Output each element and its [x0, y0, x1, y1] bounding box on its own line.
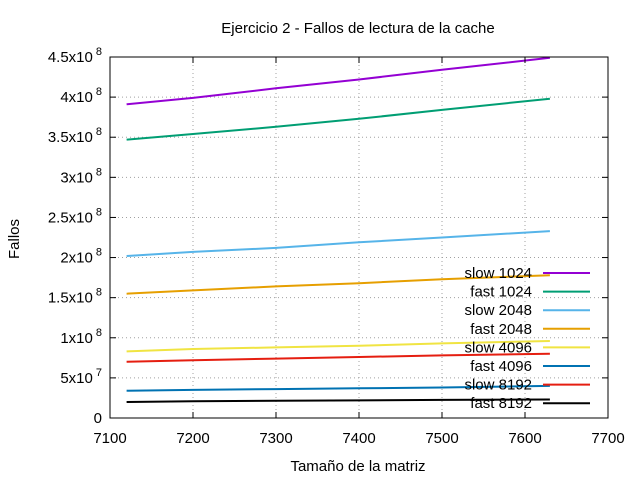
y-tick-label: 1x10 8 [60, 327, 102, 347]
x-tick-label: 7100 [93, 430, 126, 447]
y-axis-ticks: 0 5x10 7 1x10 8 1.5x10 8 2x10 8 2.5x10 8 3x10 8 3.5x1… [48, 46, 608, 427]
y-axis-label: Fallos [6, 219, 23, 259]
series-line-slow-1024 [126, 56, 551, 106]
series-line-slow-4096 [126, 340, 550, 353]
x-tick-label: 7600 [508, 430, 541, 447]
series-line-fast-2048 [126, 274, 550, 295]
legend-label: slow 2048 [464, 302, 532, 319]
grid-lines [110, 57, 608, 418]
x-tick-label: 7400 [342, 430, 375, 447]
series-line-slow-8192 [126, 352, 550, 363]
y-tick-label: 4.5x10 8 [48, 46, 102, 66]
x-axis-ticks: 7100 7200 7300 7400 7500 7600 7700 [93, 57, 625, 447]
y-tick-label: 1.5x10 8 [48, 287, 102, 307]
legend-label: slow 1024 [464, 265, 532, 282]
y-tick-label: 2.5x10 8 [48, 206, 102, 226]
y-tick-label: 4x10 8 [60, 86, 102, 106]
legend-label: slow 4096 [464, 339, 532, 356]
y-tick-label: 2x10 8 [60, 247, 102, 267]
legend-label: fast 4096 [470, 358, 532, 375]
series-lines [126, 56, 551, 403]
y-tick-label: 3x10 8 [60, 166, 102, 186]
legend-label: fast 1024 [470, 284, 532, 301]
x-tick-label: 7300 [259, 430, 292, 447]
legend-label: slow 8192 [464, 377, 532, 394]
chart-title: Ejercicio 2 - Fallos de lectura de la ca… [221, 20, 494, 37]
series-line-fast-8192 [126, 398, 550, 403]
legend-label: fast 2048 [470, 321, 532, 338]
series-line-fast-1024 [126, 97, 551, 141]
x-axis-label: Tamaño de la matriz [290, 458, 425, 475]
x-tick-label: 7500 [425, 430, 458, 447]
series-line-fast-4096 [126, 384, 550, 392]
series-line-slow-2048 [126, 230, 550, 257]
x-tick-label: 7200 [176, 430, 209, 447]
y-tick-label: 3.5x10 8 [48, 126, 102, 146]
legend-label: fast 8192 [470, 395, 532, 412]
y-tick-label: 0 [94, 410, 102, 427]
x-tick-label: 7700 [591, 430, 624, 447]
y-tick-label: 5x10 7 [60, 367, 102, 387]
